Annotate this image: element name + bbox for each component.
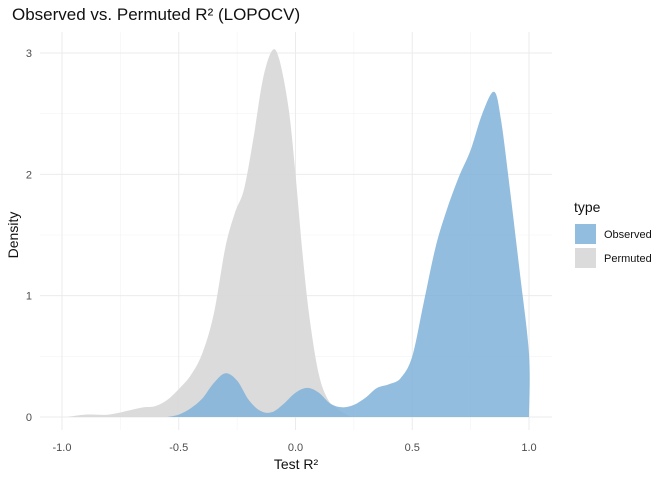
chart-title: Observed vs. Permuted R² (LOPOCV) bbox=[12, 5, 300, 24]
density-areas bbox=[66, 49, 530, 417]
y-tick-label: 3 bbox=[26, 48, 32, 60]
density-area-permuted bbox=[66, 49, 352, 417]
x-tick-label: 0.0 bbox=[288, 442, 303, 454]
y-tick-label: 1 bbox=[26, 291, 32, 303]
x-tick-label: -0.5 bbox=[169, 442, 188, 454]
x-axis-title: Test R² bbox=[274, 456, 319, 472]
legend-label-permuted: Permuted bbox=[604, 253, 652, 265]
legend: type Observed Permuted bbox=[574, 199, 652, 268]
x-tick-label: 1.0 bbox=[521, 442, 536, 454]
legend-label-observed: Observed bbox=[604, 229, 652, 241]
x-axis-ticks: -1.0 -0.5 0.0 0.5 1.0 bbox=[53, 442, 537, 454]
y-axis-title: Density bbox=[5, 212, 21, 259]
x-tick-label: 0.5 bbox=[405, 442, 420, 454]
y-tick-label: 0 bbox=[26, 412, 32, 424]
legend-title: type bbox=[574, 199, 601, 215]
density-area-observed bbox=[167, 91, 530, 417]
legend-key-permuted bbox=[575, 248, 596, 268]
y-axis-ticks: 0 1 2 3 bbox=[26, 48, 32, 424]
y-tick-label: 2 bbox=[26, 169, 32, 181]
legend-key-observed bbox=[575, 224, 596, 244]
x-tick-label: -1.0 bbox=[53, 442, 72, 454]
